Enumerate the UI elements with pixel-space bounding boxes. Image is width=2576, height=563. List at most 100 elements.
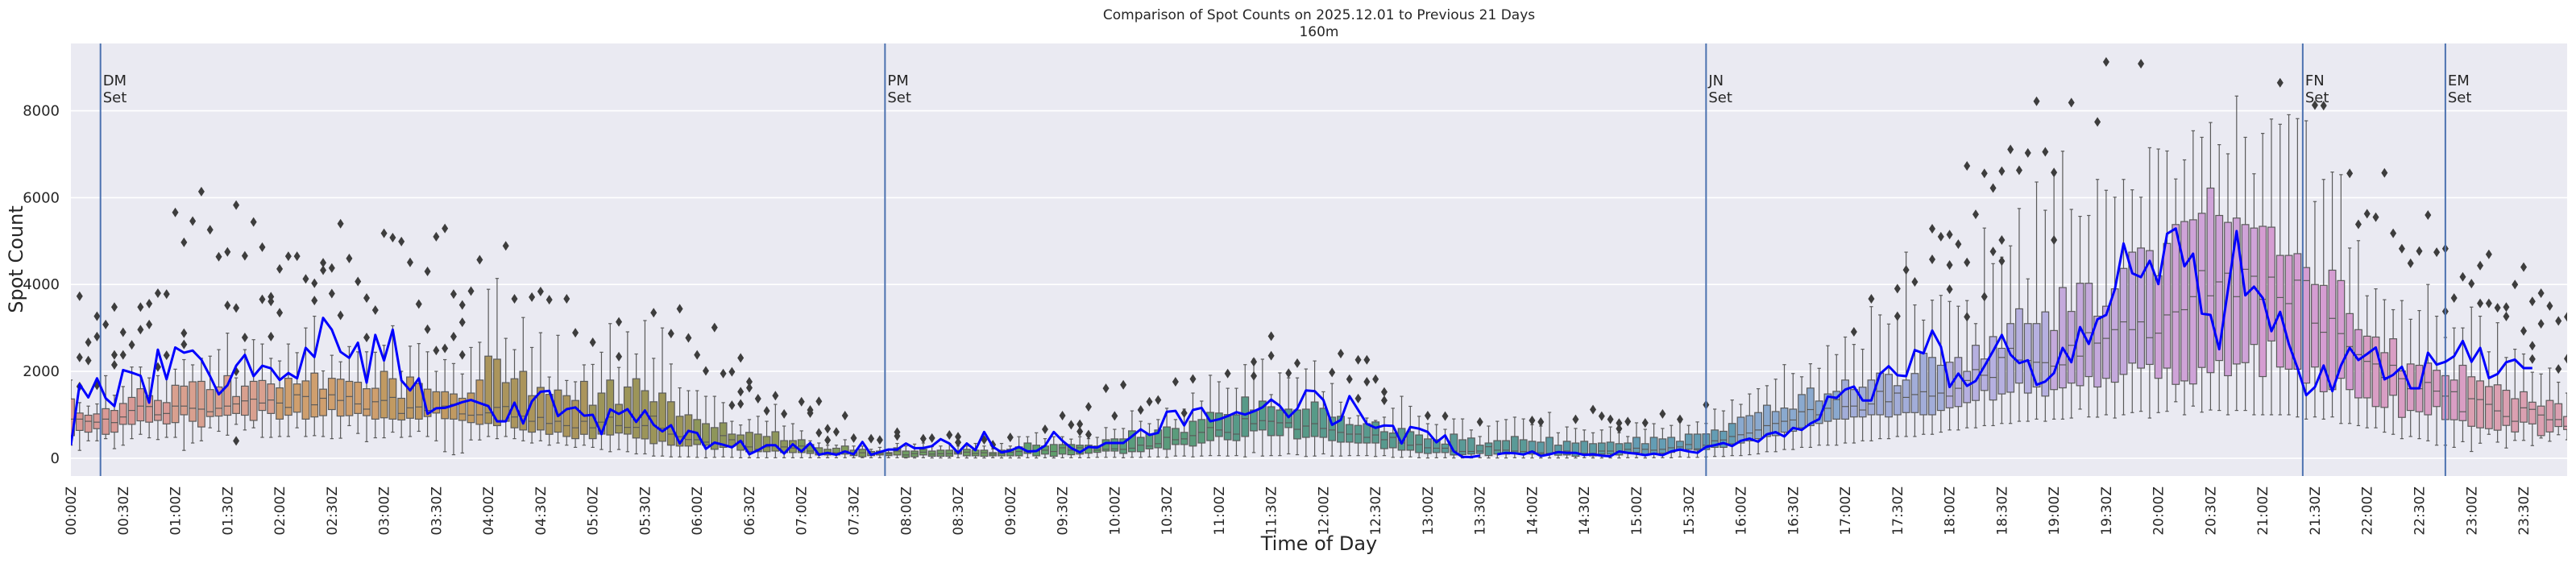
outlier-point	[85, 355, 92, 366]
box-iqr	[189, 381, 197, 422]
outlier-point	[1102, 383, 1110, 394]
box-iqr	[180, 385, 189, 416]
outlier-point	[442, 343, 449, 354]
box-iqr	[118, 403, 127, 425]
box	[1537, 425, 1545, 459]
box	[675, 387, 684, 457]
box-iqr	[258, 379, 267, 412]
box	[1841, 336, 1849, 444]
box	[2067, 209, 2076, 419]
outlier-point	[2311, 100, 2318, 110]
outlier-point	[2425, 209, 2432, 220]
box	[180, 358, 189, 451]
box	[2397, 300, 2406, 440]
x-tick-label: 02:30Z	[325, 486, 341, 536]
box	[2032, 181, 2041, 420]
outlier-point	[2007, 144, 2014, 155]
box	[919, 442, 927, 458]
outlier-point	[1189, 374, 1197, 384]
box-iqr	[249, 380, 258, 421]
box	[1928, 300, 1936, 435]
box	[936, 445, 945, 459]
box-iqr	[1936, 364, 1945, 412]
outlier-point	[1624, 416, 1632, 427]
box-iqr	[1214, 412, 1223, 437]
outlier-point	[2477, 260, 2484, 271]
box	[2389, 308, 2398, 435]
outlier-point	[1902, 265, 1910, 275]
outlier-point	[2555, 364, 2562, 375]
box	[1006, 445, 1014, 459]
outlier-point	[215, 251, 222, 262]
outlier-point	[1946, 230, 1953, 240]
x-tick-label: 03:00Z	[377, 486, 393, 536]
box	[310, 315, 319, 437]
box-iqr	[1832, 391, 1841, 420]
outlier-point	[737, 353, 745, 363]
box-iqr	[467, 392, 475, 424]
outlier-point	[1955, 239, 1962, 250]
x-tick-label: 09:30Z	[1056, 486, 1072, 536]
box-iqr	[1293, 409, 1301, 440]
box-iqr	[292, 383, 301, 413]
box-iqr	[284, 378, 292, 416]
outlier-point	[328, 263, 335, 273]
box-iqr	[2232, 217, 2241, 365]
box-iqr	[345, 380, 354, 416]
outlier-point	[276, 308, 284, 318]
outlier-point	[119, 327, 127, 337]
outlier-point	[572, 328, 579, 338]
outlier-point	[745, 377, 753, 387]
outlier-point	[2363, 209, 2371, 219]
box-iqr	[719, 422, 728, 449]
outlier-point	[137, 325, 144, 335]
outlier-point	[259, 294, 266, 304]
box	[1415, 416, 1424, 458]
outlier-point	[616, 351, 623, 362]
box	[1502, 419, 1510, 459]
box	[75, 402, 84, 451]
box	[1058, 436, 1067, 458]
box	[197, 358, 205, 441]
box	[2362, 295, 2371, 428]
x-tick-label: 03:30Z	[429, 486, 445, 536]
outlier-point	[2555, 316, 2562, 326]
box-iqr	[536, 387, 545, 431]
outlier-point	[346, 253, 353, 263]
outlier-point	[2520, 262, 2528, 272]
outlier-point	[2528, 341, 2536, 351]
box-iqr	[1023, 442, 1032, 454]
box-iqr	[1858, 387, 1867, 418]
outlier-point	[197, 186, 205, 197]
outlier-point	[2102, 56, 2109, 67]
outlier-point	[728, 400, 736, 411]
outlier-point	[1911, 276, 1919, 287]
outlier-point	[537, 286, 544, 296]
box-iqr	[1606, 441, 1615, 455]
outlier-point	[1529, 415, 1536, 425]
box-iqr	[1110, 438, 1119, 452]
outlier-point	[2320, 101, 2327, 111]
outlier-point	[2051, 234, 2058, 245]
box	[223, 333, 232, 436]
outlier-point	[1068, 420, 1075, 430]
outlier-point	[919, 433, 927, 444]
y-axis-label: Spot Count	[5, 205, 27, 313]
box	[371, 351, 380, 439]
box-iqr	[1841, 379, 1849, 420]
x-tick-label: 08:30Z	[951, 486, 967, 536]
box	[1188, 392, 1197, 457]
outliers	[76, 56, 2567, 450]
outlier-point	[2138, 59, 2145, 69]
outlier-point	[180, 339, 188, 350]
box	[1484, 425, 1493, 459]
outlier-point	[2546, 300, 2553, 311]
outlier-point	[163, 350, 170, 361]
box-iqr	[2563, 416, 2567, 430]
outlier-point	[2485, 298, 2492, 308]
box-iqr	[2172, 224, 2180, 385]
box-iqr	[2502, 389, 2511, 426]
outlier-point	[2477, 298, 2484, 308]
box-iqr	[2101, 305, 2110, 379]
x-tick-label: 10:30Z	[1159, 486, 1176, 536]
